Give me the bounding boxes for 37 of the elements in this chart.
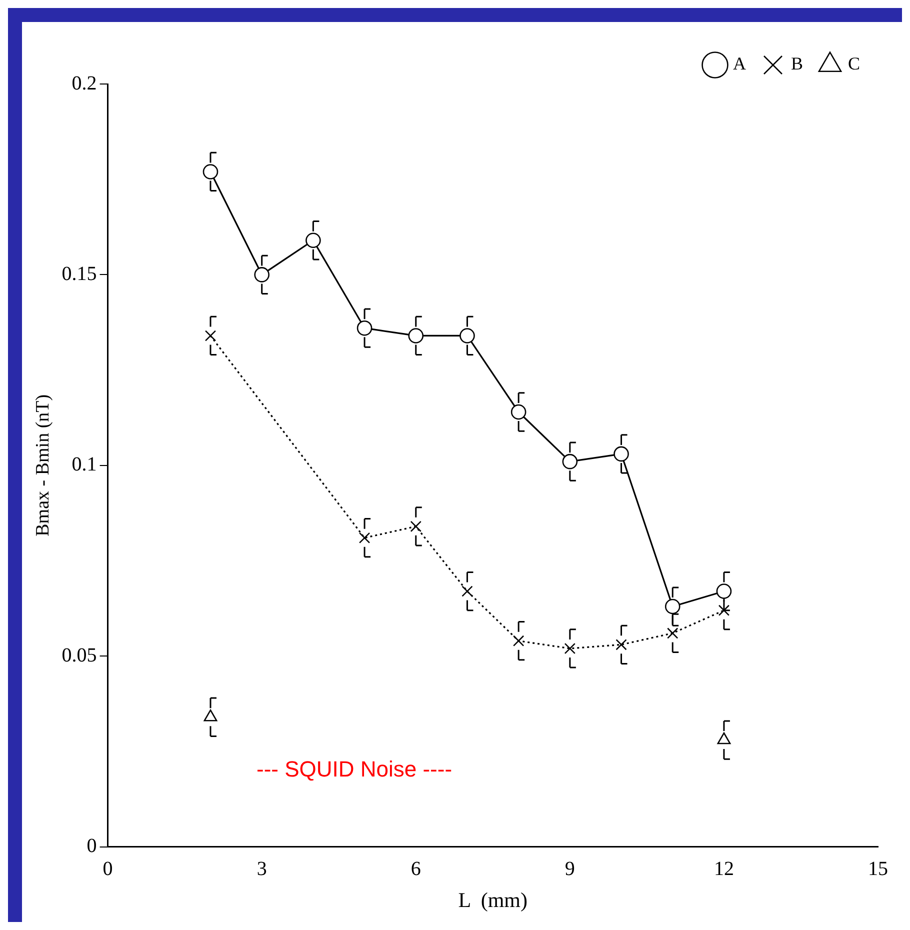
point <box>460 328 475 344</box>
point <box>664 598 680 614</box>
legend-label: A <box>732 54 746 74</box>
point <box>616 639 627 650</box>
x-tick-label: 0 <box>102 858 113 880</box>
x-tick-label: 15 <box>868 858 888 880</box>
x-tick-label: 9 <box>564 858 575 880</box>
x-tick-label: 12 <box>714 858 734 880</box>
point <box>358 532 370 544</box>
point <box>562 454 578 470</box>
point <box>254 267 270 282</box>
x-axis-title: L (mm) <box>458 888 528 912</box>
point <box>716 584 732 599</box>
point <box>408 328 424 344</box>
point <box>410 520 422 532</box>
y-tick-label: 0 <box>86 835 97 858</box>
point <box>667 628 678 639</box>
legend-label: C <box>848 54 860 74</box>
point <box>510 404 526 420</box>
y-tick-label: 0.2 <box>72 72 97 94</box>
annotation: --- SQUID Noise ---- <box>256 756 452 782</box>
point <box>718 604 730 616</box>
point <box>564 642 576 654</box>
point <box>614 446 629 462</box>
y-tick-label: 0.1 <box>72 454 97 476</box>
point <box>512 635 524 646</box>
legend-label: B <box>790 54 804 74</box>
point <box>202 164 218 180</box>
y-tick-label: 0.05 <box>62 644 97 666</box>
y-axis-title: Bmax - Bmin (nT) <box>32 394 54 536</box>
point <box>306 232 321 248</box>
point <box>356 320 372 336</box>
point <box>462 586 473 597</box>
x-tick-label: 3 <box>256 858 267 880</box>
point <box>204 330 216 342</box>
x-tick-label: 6 <box>410 858 421 880</box>
y-tick-label: 0.15 <box>62 262 97 285</box>
